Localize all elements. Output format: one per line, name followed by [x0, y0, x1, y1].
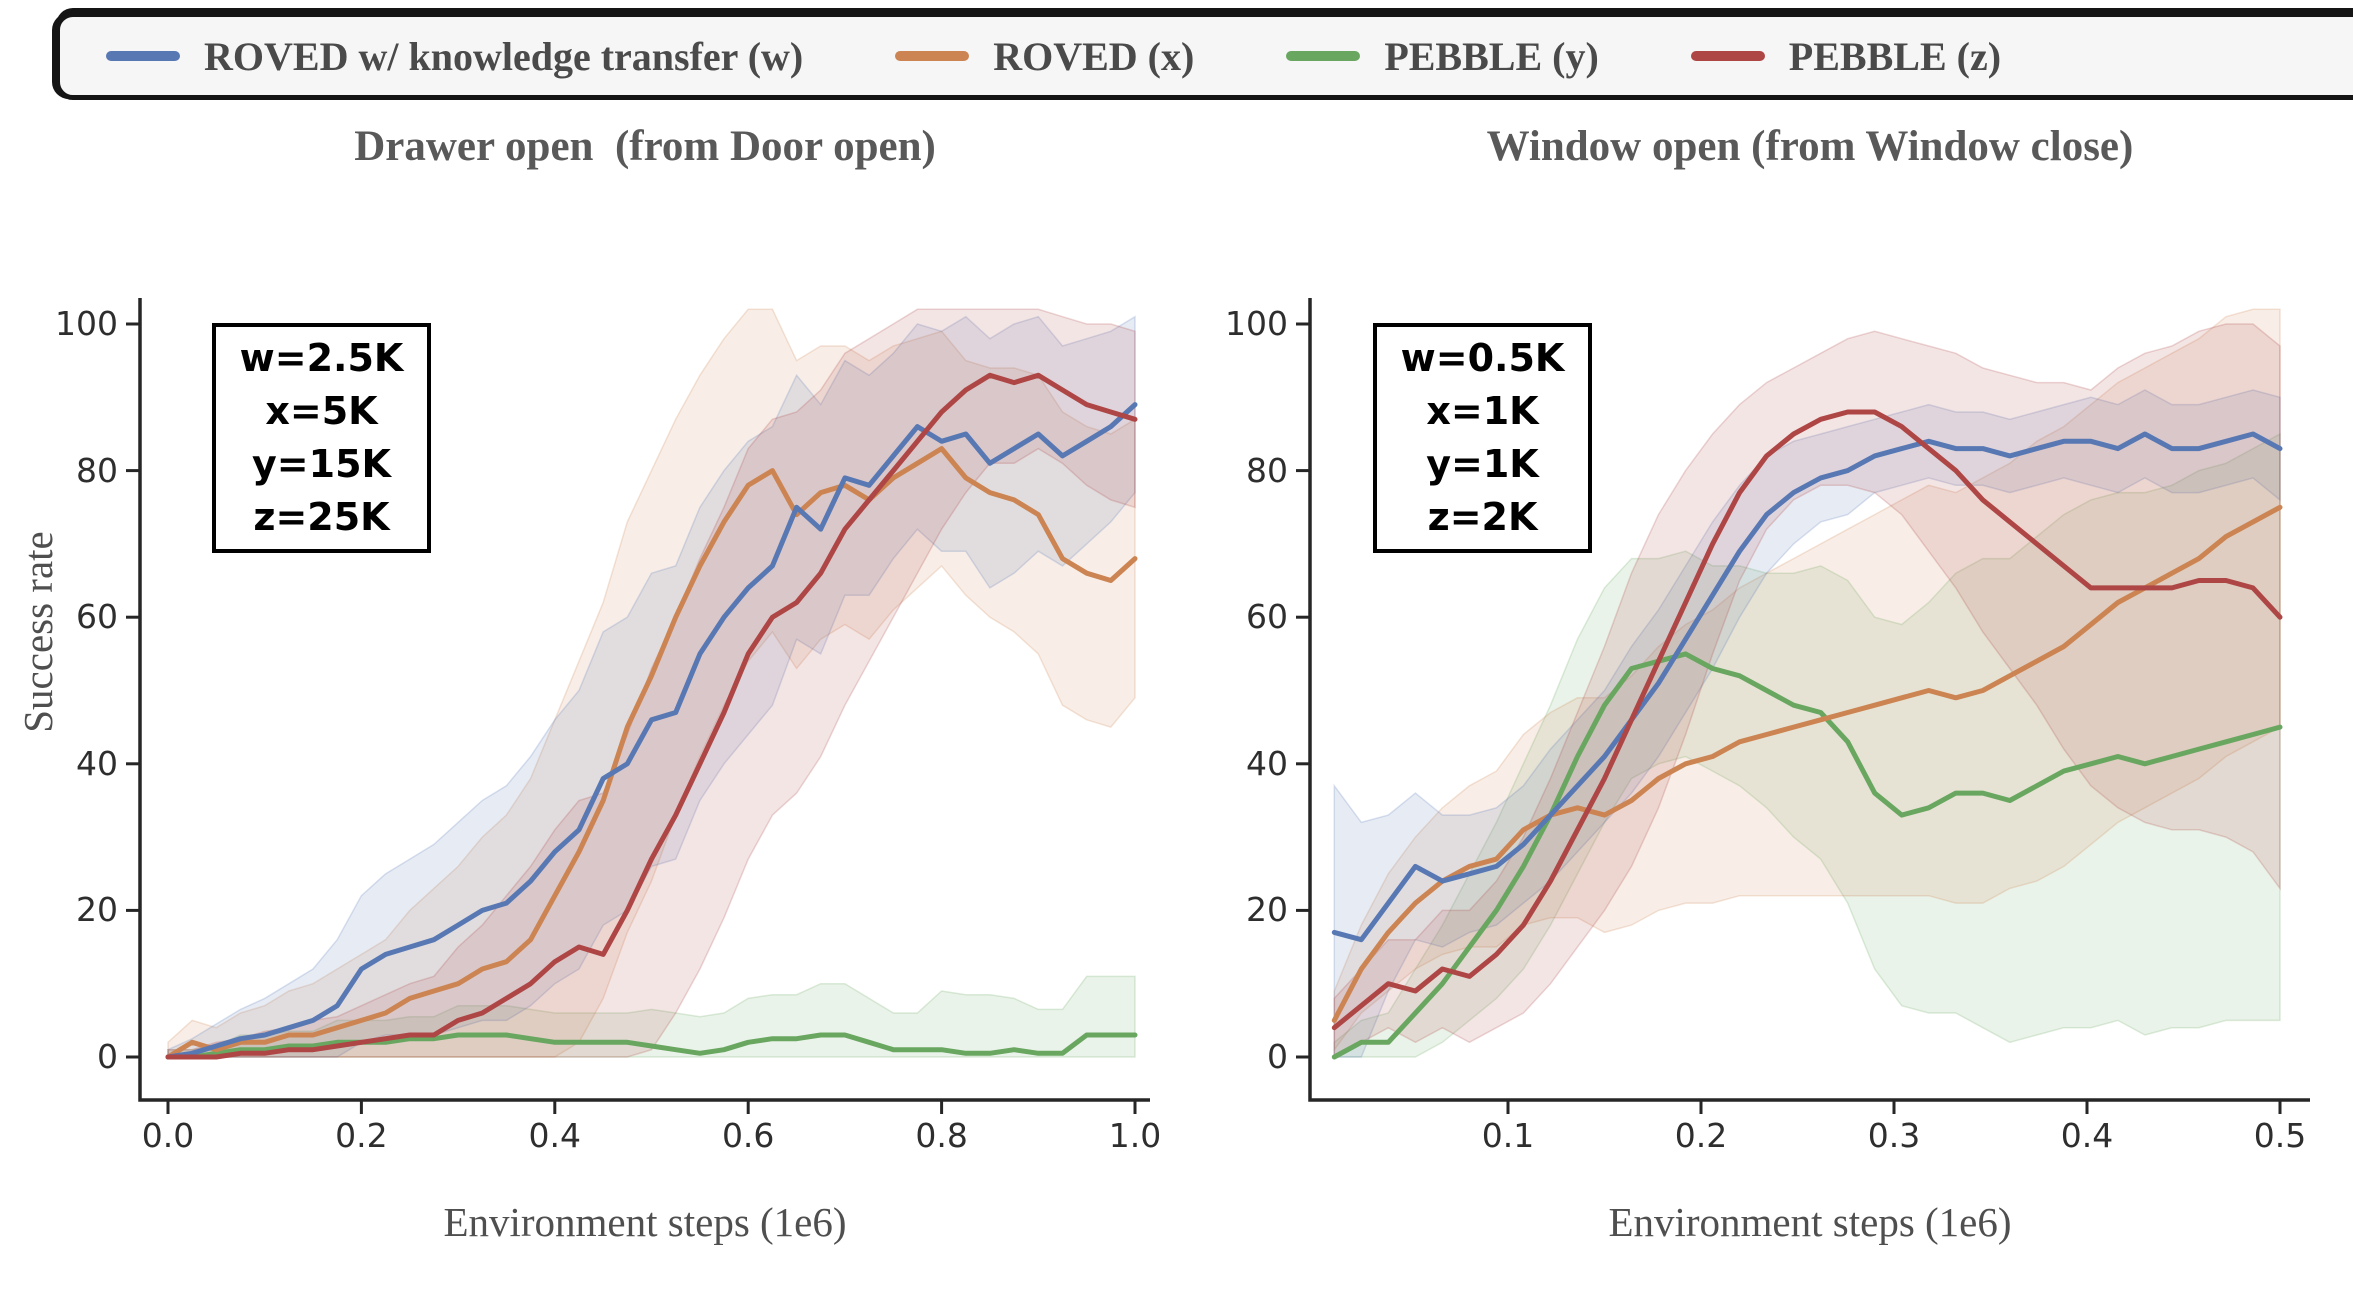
x-tick-label: 0.1 [1481, 1116, 1535, 1155]
confidence-band [167, 308, 1136, 1058]
annotation-line: y=1K [1426, 442, 1539, 486]
x-tick-label: 0.2 [1674, 1116, 1728, 1155]
y-tick-label: 40 [76, 743, 118, 783]
y-tick-label: 80 [1246, 450, 1288, 490]
annotation-box-right: w=0.5K x=1K y=1K z=2K [1373, 323, 1592, 553]
x-tick-label: 1.0 [1108, 1116, 1162, 1155]
x-tick-label: 0.2 [335, 1116, 388, 1155]
x-tick-label: 0.5 [2253, 1116, 2307, 1155]
y-tick-label: 100 [55, 304, 118, 343]
annotation-line: w=0.5K [1400, 336, 1565, 380]
confidence-band [1333, 432, 2281, 1058]
y-tick-label: 40 [1246, 743, 1288, 783]
legend-line-swatch-icon [1690, 51, 1765, 61]
legend-item-label: PEBBLE (z) [1788, 33, 2002, 79]
series-line [165, 402, 1138, 1060]
confidence-band [167, 315, 1136, 1058]
chart-title-right: Window open (from Window close) [1486, 123, 2134, 170]
x-tick-label: 0.0 [141, 1116, 195, 1155]
confidence-band [1333, 389, 2281, 1058]
annotation-line: w=2.5K [239, 336, 404, 380]
x-axis-label-left: Environment steps (1e6) [443, 1199, 847, 1245]
series-line [1331, 409, 2283, 1031]
y-tick-label: 0 [97, 1037, 118, 1076]
x-tick-label: 0.6 [721, 1116, 775, 1155]
series-line [1331, 651, 2283, 1060]
series-line [1331, 431, 2283, 943]
y-tick-label: 20 [1246, 890, 1288, 930]
y-tick-label: 60 [1246, 597, 1288, 637]
plot-area-1 [1331, 308, 2283, 1060]
legend-item-3: PEBBLE (z) [1690, 33, 2002, 80]
legend-item-label: PEBBLE (y) [1384, 33, 1599, 79]
legend-box: ROVED w/ knowledge transfer (w) ROVED (x)… [55, 12, 2353, 100]
y-tick-label: 60 [76, 597, 118, 637]
x-tick-label: 0.4 [2060, 1116, 2114, 1155]
x-tick-label: 0.3 [1867, 1116, 1921, 1155]
x-tick-label: 0.4 [528, 1116, 582, 1155]
legend-item-label: ROVED (x) [993, 33, 1195, 79]
y-tick-label: 20 [76, 890, 118, 930]
annotation-line: x=1K [1426, 389, 1539, 433]
legend-item-0: ROVED w/ knowledge transfer (w) [106, 33, 803, 80]
legend-item-1: ROVED (x) [895, 33, 1194, 80]
chart-title-left: Drawer open (from Door open) [354, 123, 936, 170]
series-line [165, 446, 1138, 1060]
annotation-box-left: w=2.5K x=5K y=15K z=25K [212, 323, 431, 553]
annotation-line: z=2K [1427, 495, 1538, 539]
x-tick-label: 0.8 [915, 1116, 968, 1155]
series-line [1331, 504, 2283, 1023]
confidence-band [1333, 323, 2281, 1059]
confidence-band [167, 308, 1136, 1058]
axis-spines [1308, 298, 2310, 1102]
plot-area-0 [165, 308, 1138, 1060]
legend-line-swatch-icon [895, 51, 970, 61]
y-tick-label: 100 [1225, 304, 1288, 343]
y-tick-label: 80 [76, 450, 118, 490]
annotation-line: z=25K [253, 495, 390, 539]
legend-line-swatch-icon [106, 51, 180, 61]
annotation-line: x=5K [265, 389, 378, 433]
y-tick-label: 0 [1267, 1037, 1288, 1076]
annotation-line: y=15K [252, 442, 391, 486]
legend-line-swatch-icon [1286, 51, 1361, 61]
series-line [165, 372, 1138, 1060]
legend-item-2: PEBBLE (y) [1286, 33, 1599, 80]
axis-spines [138, 298, 1150, 1102]
series-line [165, 1032, 1138, 1060]
x-axis-label-right: Environment steps (1e6) [1608, 1199, 2012, 1245]
legend-item-label: ROVED w/ knowledge transfer (w) [204, 33, 804, 79]
